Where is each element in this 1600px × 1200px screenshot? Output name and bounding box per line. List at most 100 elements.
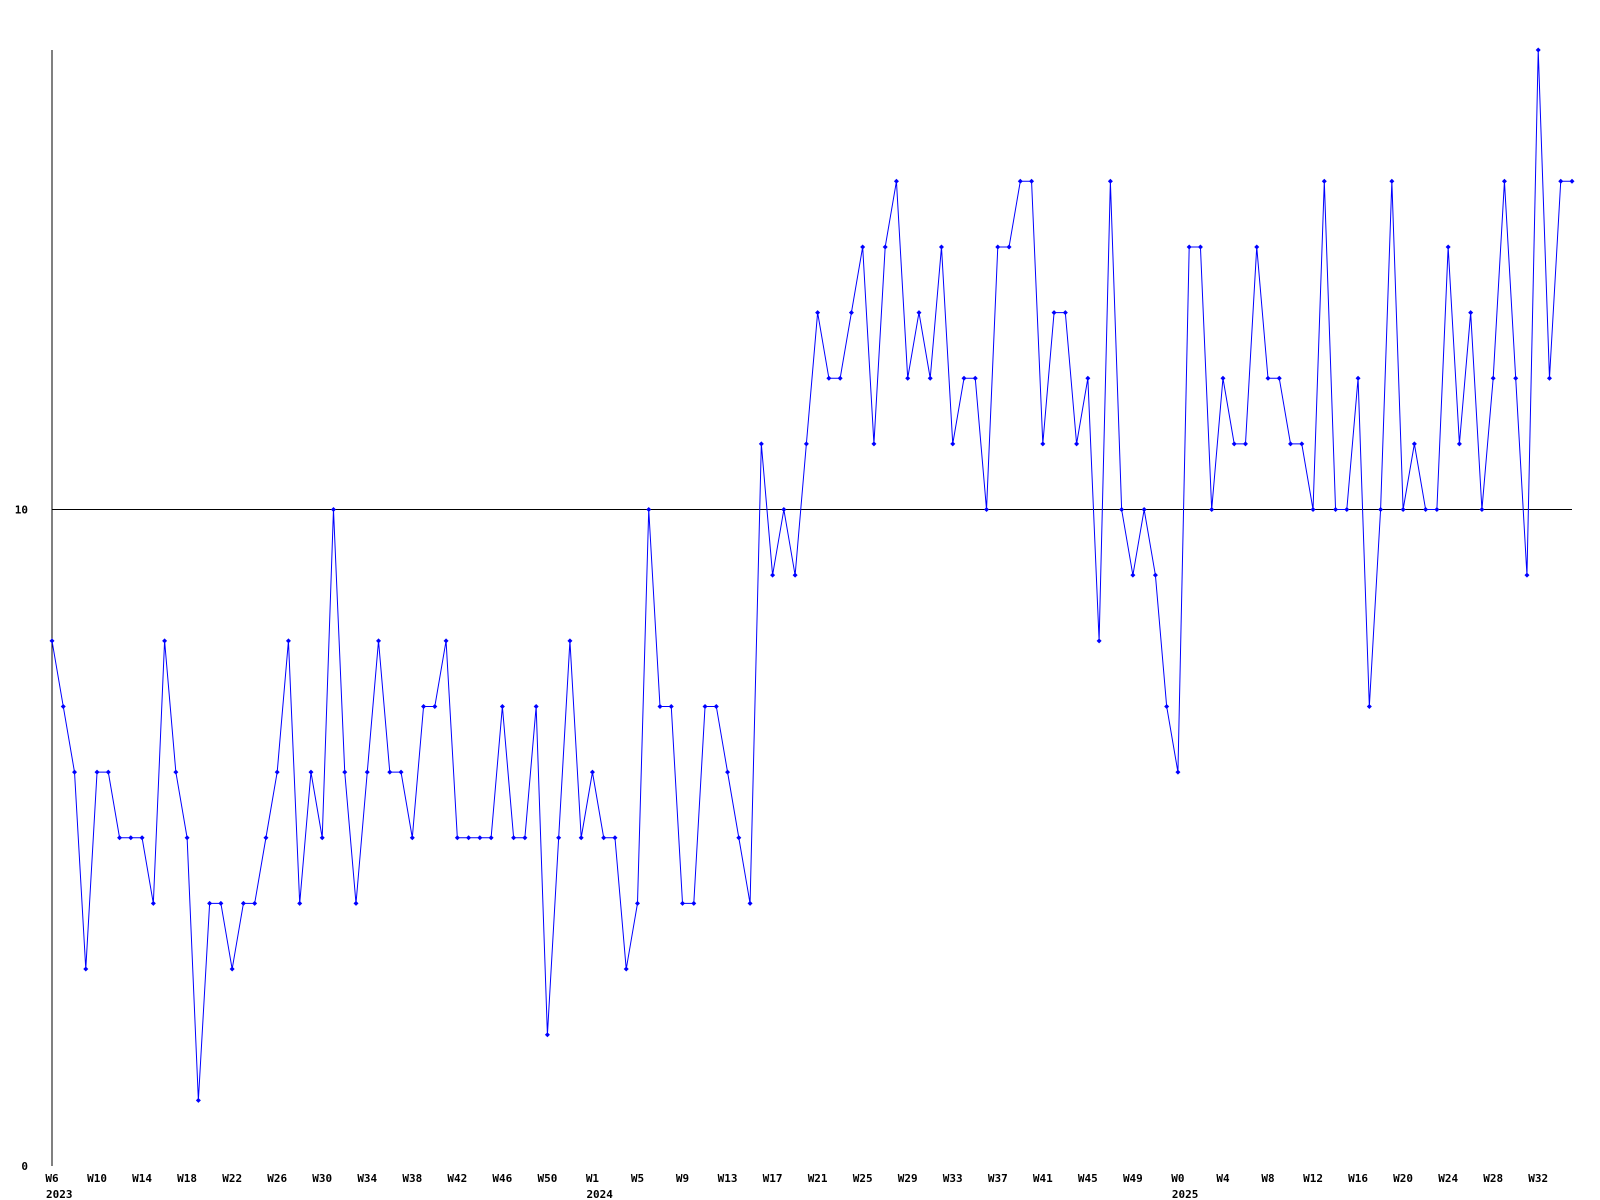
data-point <box>1400 507 1406 513</box>
x-tick-label: W4 <box>1216 1172 1230 1185</box>
data-point <box>1288 441 1294 447</box>
data-point <box>1333 507 1339 513</box>
data-point <box>995 244 1001 250</box>
x-tick-label: W21 <box>808 1172 828 1185</box>
x-tick-label: W33 <box>943 1172 963 1185</box>
data-point <box>803 441 809 447</box>
data-point <box>1197 244 1203 250</box>
data-point <box>1513 375 1519 381</box>
data-point <box>1546 375 1552 381</box>
data-point <box>938 244 944 250</box>
data-point <box>353 900 359 906</box>
data-point <box>117 835 123 841</box>
data-point <box>308 769 314 775</box>
x-tick-label: W25 <box>853 1172 873 1185</box>
data-point <box>1355 375 1361 381</box>
data-point <box>612 835 618 841</box>
data-point <box>713 703 719 709</box>
data-point <box>578 835 584 841</box>
data-point <box>826 375 832 381</box>
data-point <box>1479 507 1485 513</box>
data-point <box>1535 47 1541 53</box>
data-point <box>1321 178 1327 184</box>
data-point <box>1468 310 1474 316</box>
data-point <box>747 900 753 906</box>
data-point <box>972 375 978 381</box>
x-tick-label: W22 <box>222 1172 242 1185</box>
data-point <box>511 835 517 841</box>
data-point <box>893 178 899 184</box>
data-point <box>195 1097 201 1103</box>
x-year-label: 2024 <box>586 1188 613 1200</box>
data-point <box>668 703 674 709</box>
data-point <box>1006 244 1012 250</box>
data-point <box>252 900 258 906</box>
data-point <box>319 835 325 841</box>
data-point <box>725 769 731 775</box>
data-point <box>646 507 652 513</box>
data-point <box>1265 375 1271 381</box>
x-tick-label: W49 <box>1123 1172 1143 1185</box>
data-point <box>1186 244 1192 250</box>
data-point <box>364 769 370 775</box>
data-point <box>1254 244 1260 250</box>
data-point <box>94 769 100 775</box>
data-point <box>1130 572 1136 578</box>
data-point <box>105 769 111 775</box>
x-tick-label: W1 <box>586 1172 600 1185</box>
data-point <box>1164 703 1170 709</box>
data-point <box>162 638 168 644</box>
data-point <box>83 966 89 972</box>
data-point <box>1231 441 1237 447</box>
data-point <box>905 375 911 381</box>
data-point <box>927 375 933 381</box>
data-point <box>848 310 854 316</box>
data-point <box>398 769 404 775</box>
data-point <box>950 441 956 447</box>
x-tick-label: W10 <box>87 1172 107 1185</box>
data-point <box>1299 441 1305 447</box>
data-point <box>184 835 190 841</box>
data-point <box>387 769 393 775</box>
data-line <box>51 49 1572 1101</box>
data-point <box>871 441 877 447</box>
data-point <box>1096 638 1102 644</box>
data-point <box>128 835 134 841</box>
data-point <box>567 638 573 644</box>
data-point <box>1119 507 1125 513</box>
x-tick-label: W30 <box>312 1172 332 1185</box>
x-tick-label: W18 <box>177 1172 197 1185</box>
data-point <box>1209 507 1215 513</box>
x-tick-label: W24 <box>1438 1172 1458 1185</box>
data-point <box>837 375 843 381</box>
data-point <box>522 835 528 841</box>
data-point <box>1152 572 1158 578</box>
data-point <box>556 835 562 841</box>
x-tick-label: W8 <box>1261 1172 1274 1185</box>
data-point <box>173 769 179 775</box>
data-point <box>240 900 246 906</box>
data-point <box>1524 572 1530 578</box>
x-tick-label: W29 <box>898 1172 918 1185</box>
data-point <box>1220 375 1226 381</box>
x-tick-label: W38 <box>402 1172 422 1185</box>
data-point <box>218 900 224 906</box>
data-point <box>860 244 866 250</box>
x-tick-label: W0 <box>1171 1172 1184 1185</box>
data-point <box>1456 441 1462 447</box>
data-point <box>330 507 336 513</box>
data-point <box>1501 178 1507 184</box>
x-tick-label: W9 <box>676 1172 689 1185</box>
x-tick-label: W26 <box>267 1172 287 1185</box>
data-point <box>1490 375 1496 381</box>
data-point <box>432 703 438 709</box>
data-point <box>544 1032 550 1038</box>
data-point <box>376 638 382 644</box>
data-point <box>139 835 145 841</box>
x-tick-label: W34 <box>357 1172 377 1185</box>
x-tick-label: W46 <box>492 1172 512 1185</box>
data-point <box>1366 703 1372 709</box>
x-tick-label: W41 <box>1033 1172 1053 1185</box>
x-tick-label: W28 <box>1483 1172 1503 1185</box>
data-point <box>623 966 629 972</box>
